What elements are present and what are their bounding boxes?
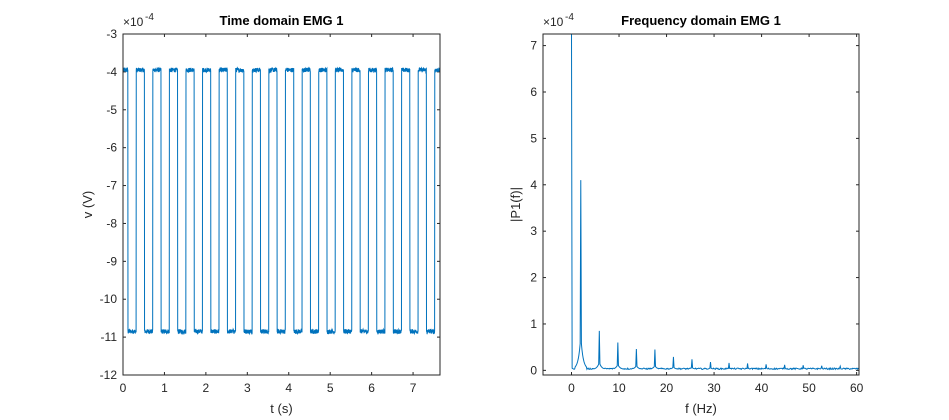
x-tick-label: 3: [244, 381, 251, 395]
y-tick-label: -6: [106, 141, 117, 155]
y-tick-label: -4: [106, 65, 117, 79]
y-tick-label: -11: [101, 330, 118, 344]
x-tick-label: 5: [327, 381, 334, 395]
frequency-domain-exponent-base: ×10: [543, 15, 564, 29]
time-domain-ylabel: v (V): [80, 191, 95, 218]
x-tick-label: 60: [850, 381, 864, 395]
time-domain-axes-box: [122, 33, 441, 376]
x-tick-label: 40: [755, 381, 769, 395]
frequency-domain-axes: 0 10 20 30 40 50 60 0 1 2 3 4 5 6 7 Frequency domain E…: [508, 12, 864, 416]
frequency-domain-axes-box: [542, 33, 860, 376]
x-tick-label: 0: [120, 381, 127, 395]
x-tick-label: 6: [368, 381, 375, 395]
time-domain-exponent-power: -4: [145, 12, 154, 23]
y-tick-label: -8: [106, 216, 117, 230]
x-tick-label: 1: [161, 381, 168, 395]
frequency-domain-ticks: 0 10 20 30 40 50 60 0 1 2 3 4 5 6 7: [530, 34, 864, 395]
x-tick-label: 2: [203, 381, 210, 395]
time-domain-xlabel: t (s): [270, 401, 292, 416]
y-tick-label: -12: [100, 368, 118, 382]
y-tick-label: 3: [530, 224, 537, 238]
frequency-domain-xlabel: f (Hz): [685, 401, 717, 416]
y-tick-label: -7: [106, 179, 117, 193]
x-tick-label: 0: [568, 381, 575, 395]
time-domain-axes: 0 1 2 3 4 5 6 7 -12 -11 -10 -9 -8 -7 -6 -5 -4 -3 Time dom…: [80, 12, 441, 416]
time-domain-exponent-base: ×10: [123, 15, 144, 29]
frequency-domain-exponent-power: -4: [565, 12, 574, 23]
y-tick-label: 4: [530, 178, 537, 192]
y-tick-label: -5: [106, 103, 117, 117]
frequency-domain-plot-area: [543, 34, 859, 375]
x-tick-label: 7: [410, 381, 417, 395]
y-tick-label: 6: [530, 85, 537, 99]
frequency-domain-series-line: [571, 33, 860, 371]
frequency-domain-spectrum: [571, 33, 860, 371]
y-tick-label: -10: [100, 292, 118, 306]
x-tick-label: 10: [612, 381, 626, 395]
frequency-domain-ylabel: |P1(f)|: [508, 187, 523, 222]
y-tick-label: -3: [106, 27, 117, 41]
x-tick-label: 30: [707, 381, 721, 395]
y-tick-label: -9: [106, 254, 117, 268]
y-tick-label: 5: [530, 131, 537, 145]
y-tick-label: 7: [530, 39, 537, 53]
y-tick-label: 1: [530, 317, 537, 331]
time-domain-signal: [122, 66, 441, 336]
time-domain-plot-area: [123, 34, 440, 375]
x-tick-label: 20: [660, 381, 674, 395]
x-tick-label: 4: [285, 381, 292, 395]
time-domain-series-line: [122, 66, 441, 336]
time-domain-title: Time domain EMG 1: [219, 13, 343, 28]
frequency-domain-title: Frequency domain EMG 1: [621, 13, 781, 28]
y-tick-label: 0: [530, 363, 537, 377]
x-tick-label: 50: [802, 381, 816, 395]
y-tick-label: 2: [530, 271, 537, 285]
